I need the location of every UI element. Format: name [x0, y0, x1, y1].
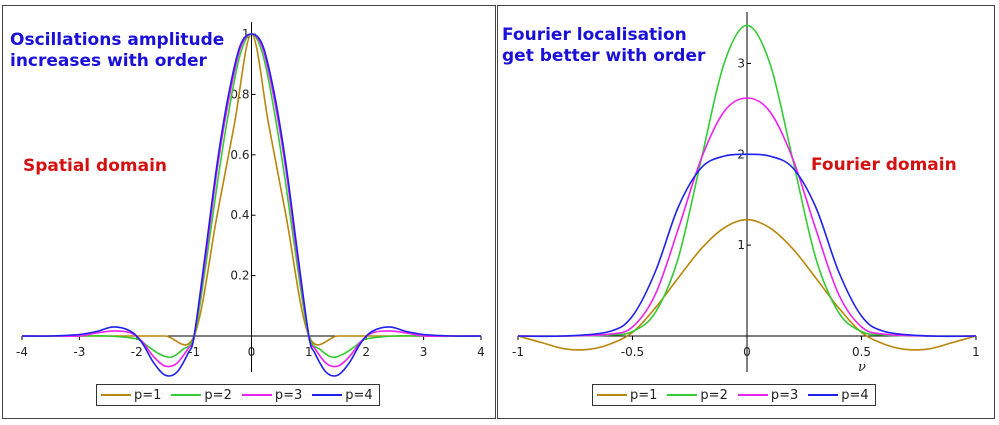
x-tick-label: -3 — [73, 345, 85, 359]
legend-label: p=4 — [345, 387, 373, 403]
series-line-p-3 — [517, 97, 977, 337]
right-annotation-top: Fourier localisation get better with ord… — [502, 25, 705, 67]
y-tick-label: 1 — [242, 27, 250, 41]
x-tick-label: 2 — [362, 345, 370, 359]
y-tick-label: 0.6 — [230, 148, 249, 162]
x-tick-label: -0.5 — [621, 345, 644, 359]
y-tick-label: 1 — [737, 238, 745, 252]
x-tick-label: 1 — [972, 345, 980, 359]
left-annotation-top: Oscillations amplitude increases with or… — [10, 30, 224, 72]
x-tick-label: 1 — [305, 345, 313, 359]
fourier-domain-label: Fourier domain — [811, 155, 957, 175]
x-tick-label: -2 — [131, 345, 143, 359]
legend-item: p=1 — [597, 388, 657, 403]
x-tick-label: -1 — [512, 345, 524, 359]
legend-label: p=2 — [700, 387, 728, 403]
series-line-p-2 — [517, 24, 977, 337]
legend-item: p=2 — [171, 387, 232, 403]
legend-label: p=3 — [274, 387, 303, 403]
left-annotation-line-1: Oscillations amplitude — [10, 30, 225, 50]
right-annotation-line-2: get better with order — [502, 46, 706, 66]
legend-label: p=3 — [770, 387, 799, 403]
spatial-domain-label: Spatial domain — [23, 156, 168, 176]
legend-label: p=1 — [134, 387, 162, 403]
right-annotation-line-1: Fourier localisation — [502, 25, 687, 45]
left-legend: p=1 p=2 p=3 p=4 — [96, 384, 380, 406]
legend-swatch — [597, 394, 627, 396]
y-tick-label: 0.2 — [230, 269, 249, 283]
legend-swatch — [808, 394, 839, 396]
x-axis-label: ν — [858, 360, 866, 375]
legend-swatch — [667, 394, 698, 396]
x-tick-label: 0 — [743, 345, 751, 359]
legend-swatch — [241, 394, 272, 396]
x-tick-label: -4 — [16, 345, 28, 359]
legend-swatch — [101, 394, 131, 396]
spatial-domain-plot: -4 -3 -2 -1 0 1 2 3 4 0.2 0.4 0.6 0.8 1 — [16, 22, 485, 377]
series-line-p-4 — [517, 153, 977, 338]
legend-item: p=1 — [101, 388, 161, 403]
right-panel-border — [497, 5, 995, 419]
legend-item: p=2 — [667, 387, 728, 403]
legend-item: p=4 — [312, 387, 373, 403]
legend-item: p=3 — [241, 387, 303, 403]
legend-label: p=4 — [841, 387, 869, 403]
left-annotation-line-2: increases with order — [10, 51, 207, 71]
legend-label: p=1 — [630, 387, 658, 403]
x-tick-label: 3 — [420, 345, 428, 359]
left-panel-border — [2, 5, 496, 419]
y-tick-label: 3 — [737, 56, 745, 70]
x-tick-label: -1 — [188, 345, 200, 359]
series-line-p-4 — [21, 33, 482, 377]
x-tick-label: 0.5 — [852, 345, 871, 359]
legend-swatch — [171, 394, 202, 396]
legend-swatch — [737, 394, 768, 396]
legend-item: p=4 — [808, 387, 869, 403]
x-tick-label: 0 — [248, 345, 256, 359]
legend-item: p=3 — [737, 387, 799, 403]
y-tick-label: 0.8 — [230, 87, 249, 101]
legend-label: p=2 — [204, 387, 232, 403]
series-line-p-1 — [517, 218, 977, 351]
legend-swatch — [312, 394, 343, 396]
x-tick-label: 4 — [477, 345, 485, 359]
y-tick-label: 0.4 — [230, 208, 249, 222]
right-legend: p=1 p=2 p=3 p=4 — [592, 384, 876, 406]
